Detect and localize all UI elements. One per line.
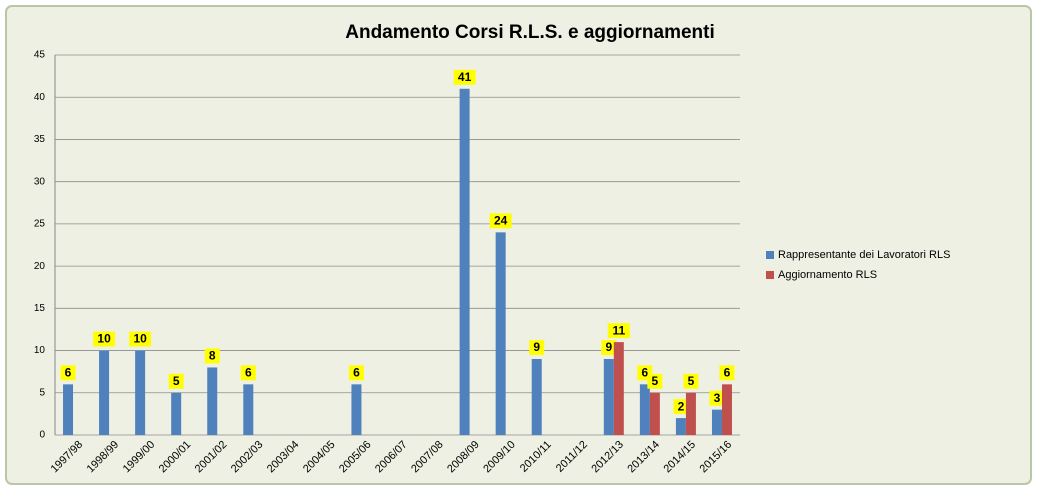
bar: [207, 367, 218, 435]
data-label-box: [453, 69, 476, 85]
data-label: 9: [605, 340, 612, 354]
data-label-box: [240, 365, 256, 381]
data-label-box: [168, 373, 184, 389]
legend-swatch: [766, 271, 774, 279]
y-tick-label: 0: [39, 430, 45, 441]
legend-swatch: [766, 251, 774, 259]
y-tick-label: 15: [34, 303, 46, 314]
bar: [531, 359, 542, 435]
data-label: 6: [245, 366, 252, 380]
bar: [613, 342, 624, 435]
data-label-box: [601, 340, 617, 355]
bar: [351, 384, 362, 435]
data-label-box: [348, 365, 364, 381]
data-label: 11: [612, 323, 625, 337]
y-tick-label: 25: [34, 219, 46, 230]
bar: [649, 392, 660, 435]
data-label: 6: [724, 366, 731, 380]
data-label: 2: [678, 399, 685, 413]
data-label: 24: [494, 214, 508, 228]
y-tick-label: 35: [34, 134, 46, 145]
bar: [171, 392, 182, 435]
chart-title: Andamento Corsi R.L.S. e aggiornamenti: [345, 22, 715, 43]
bar: [685, 392, 696, 435]
data-label: 6: [642, 366, 649, 380]
data-label: 41: [458, 70, 472, 84]
data-label: 10: [97, 332, 111, 346]
data-label: 5: [173, 374, 180, 388]
data-label-box: [204, 348, 220, 364]
bar: [135, 350, 146, 435]
y-tick-label: 5: [39, 387, 45, 398]
data-label-box: [709, 390, 725, 406]
chart-frame: [5, 5, 1032, 485]
bar: [721, 384, 732, 435]
data-label: 10: [133, 332, 147, 346]
data-label: 5: [652, 374, 659, 388]
y-tick-label: 45: [34, 50, 46, 61]
bar: [99, 350, 110, 435]
data-label: 5: [688, 374, 695, 388]
data-label: 6: [65, 366, 72, 380]
y-tick-label: 10: [34, 345, 46, 356]
bar: [639, 384, 650, 435]
bar: [603, 359, 614, 435]
data-label-box: [93, 331, 116, 347]
data-label-box: [529, 340, 545, 355]
y-tick-label: 40: [34, 92, 46, 103]
data-label-box: [719, 365, 735, 381]
data-label-box: [647, 373, 663, 389]
data-label: 8: [209, 349, 216, 363]
data-label: 6: [353, 366, 360, 380]
data-label: 3: [714, 391, 721, 405]
data-label-box: [129, 331, 152, 347]
legend-label: Aggiornamento RLS: [778, 269, 877, 281]
y-tick-label: 30: [34, 176, 46, 187]
bar: [459, 88, 470, 436]
bar: [243, 384, 254, 435]
bar: [675, 418, 686, 435]
data-label-box: [673, 399, 689, 415]
data-label-box: [683, 373, 699, 389]
data-label: 9: [533, 340, 540, 354]
bar: [711, 409, 722, 435]
data-label-box: [60, 365, 76, 381]
legend-label: Rappresentante dei Lavoratori RLS: [778, 249, 950, 261]
data-label-box: [607, 323, 630, 339]
bar: [63, 384, 74, 435]
data-label-box: [489, 213, 512, 229]
y-tick-label: 20: [34, 261, 46, 272]
bar: [495, 232, 506, 435]
